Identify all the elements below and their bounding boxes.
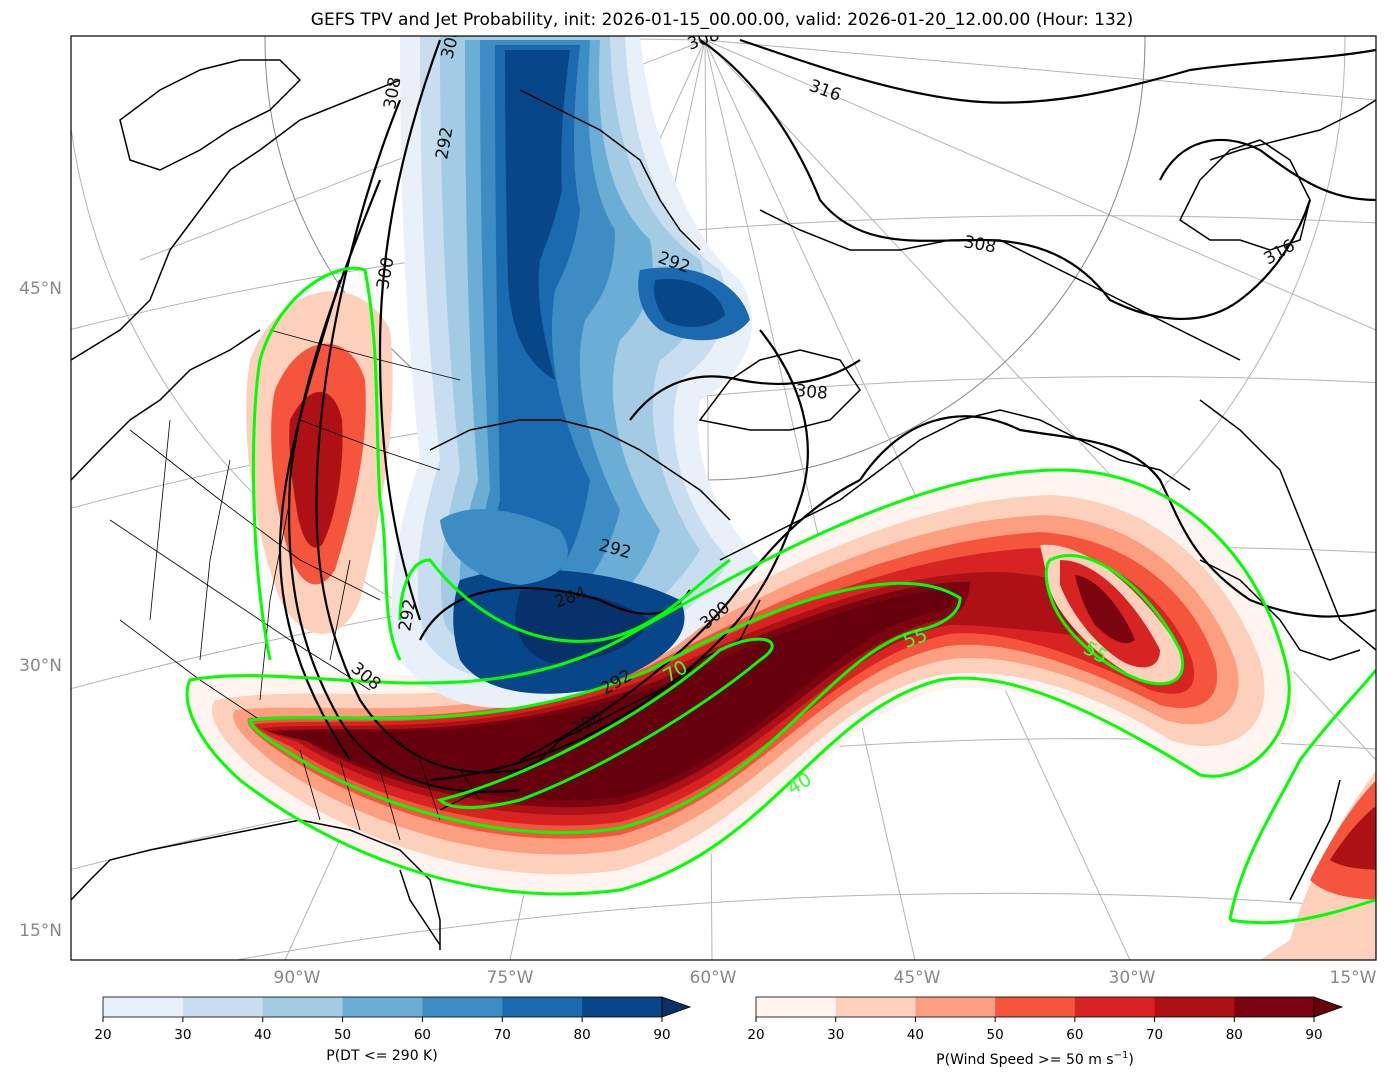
tpv-colorbar: P(DT <= 290 K) 20 30 40 50 60 70 80 90 [94,996,692,1064]
jet-colorbar-extend-arrow [1313,996,1344,1018]
tpv-colorbar-color-segment [103,997,184,1017]
jet-colorbar-tick-label: 60 [1066,1027,1083,1043]
jet-colorbar-tick-label: 90 [1305,1027,1322,1043]
jet-colorbar-tick-label: 50 [987,1027,1004,1043]
jet-contours [185,266,1376,925]
jet-colorbar-tick-label: 70 [1146,1027,1163,1043]
tpv-colorbar-tick-label: 30 [174,1027,191,1043]
jet-colorbar-tick-label: 40 [907,1027,924,1043]
tpv-colorbar-color-segment [422,997,503,1017]
jet-colorbar-tick-label: 30 [827,1027,844,1043]
tpv-colorbar-tick-label: 60 [414,1027,431,1043]
jet-colorbar-outline [755,996,1315,1018]
lon-label: 75°W [487,968,534,988]
tpv-colorbar-color-segment [262,997,344,1017]
jet-colorbar-color-segment [915,997,996,1017]
tpv-colorbar-color-segment [342,997,423,1017]
lon-label: 90°W [274,968,321,988]
jet-colorbar-label: P(Wind Speed >= 50 m s−1) [936,1050,1134,1068]
tpv-colorbar-tick-label: 50 [334,1027,351,1043]
tpv-colorbar-tick-label: 70 [494,1027,511,1043]
tpv-colorbar-color-segment [582,997,663,1017]
map-frame [70,35,1377,961]
lat-label: 45°N [19,279,62,299]
tpv-colorbar-tick-label: 90 [653,1027,670,1043]
tpv-colorbar-tick-label: 20 [94,1027,111,1043]
lon-label: 30°W [1109,968,1156,988]
jet-colorbar-color-segment [1234,997,1315,1017]
state-borders [109,329,481,841]
lon-label: 15°W [1330,968,1377,988]
lon-label: 45°W [894,968,941,988]
tpv-probability-shading [391,36,760,708]
tpv-colorbar-label: P(DT <= 290 K) [326,1048,437,1064]
tpv-colorbar-color-segment [502,997,583,1017]
lat-label: 30°N [19,656,62,676]
jet-colorbar-color-segment [835,997,916,1017]
tpv-colorbar-outline [102,996,663,1018]
jet-probability-shading [187,291,1376,960]
map-title: GEFS TPV and Jet Probability, init: 2026… [311,10,1133,30]
theta-label: 308 [795,381,829,404]
lat-label: 15°N [19,921,62,941]
tpv-colorbar-tick-label: 80 [574,1027,591,1043]
lon-label: 60°W [690,968,737,988]
jet-colorbar-color-segment [756,997,837,1017]
jet-colorbar-color-segment [1154,997,1235,1017]
jet-colorbar: P(Wind Speed >= 50 m s−1) 20 30 40 50 60 70 80… [747,996,1344,1068]
jet-colorbar-tick-label: 80 [1226,1027,1243,1043]
tpv-colorbar-extend-arrow [661,996,692,1018]
jet-colorbar-color-segment [1074,997,1156,1017]
map-area: 308 300 292 300 308 316 308 308 316 292 … [71,36,1376,960]
jet-colorbar-tick-label: 20 [747,1027,764,1043]
tpv-colorbar-tick-label: 40 [254,1027,271,1043]
tpv-colorbar-color-segment [182,997,264,1017]
jet-colorbar-color-segment [995,997,1076,1017]
